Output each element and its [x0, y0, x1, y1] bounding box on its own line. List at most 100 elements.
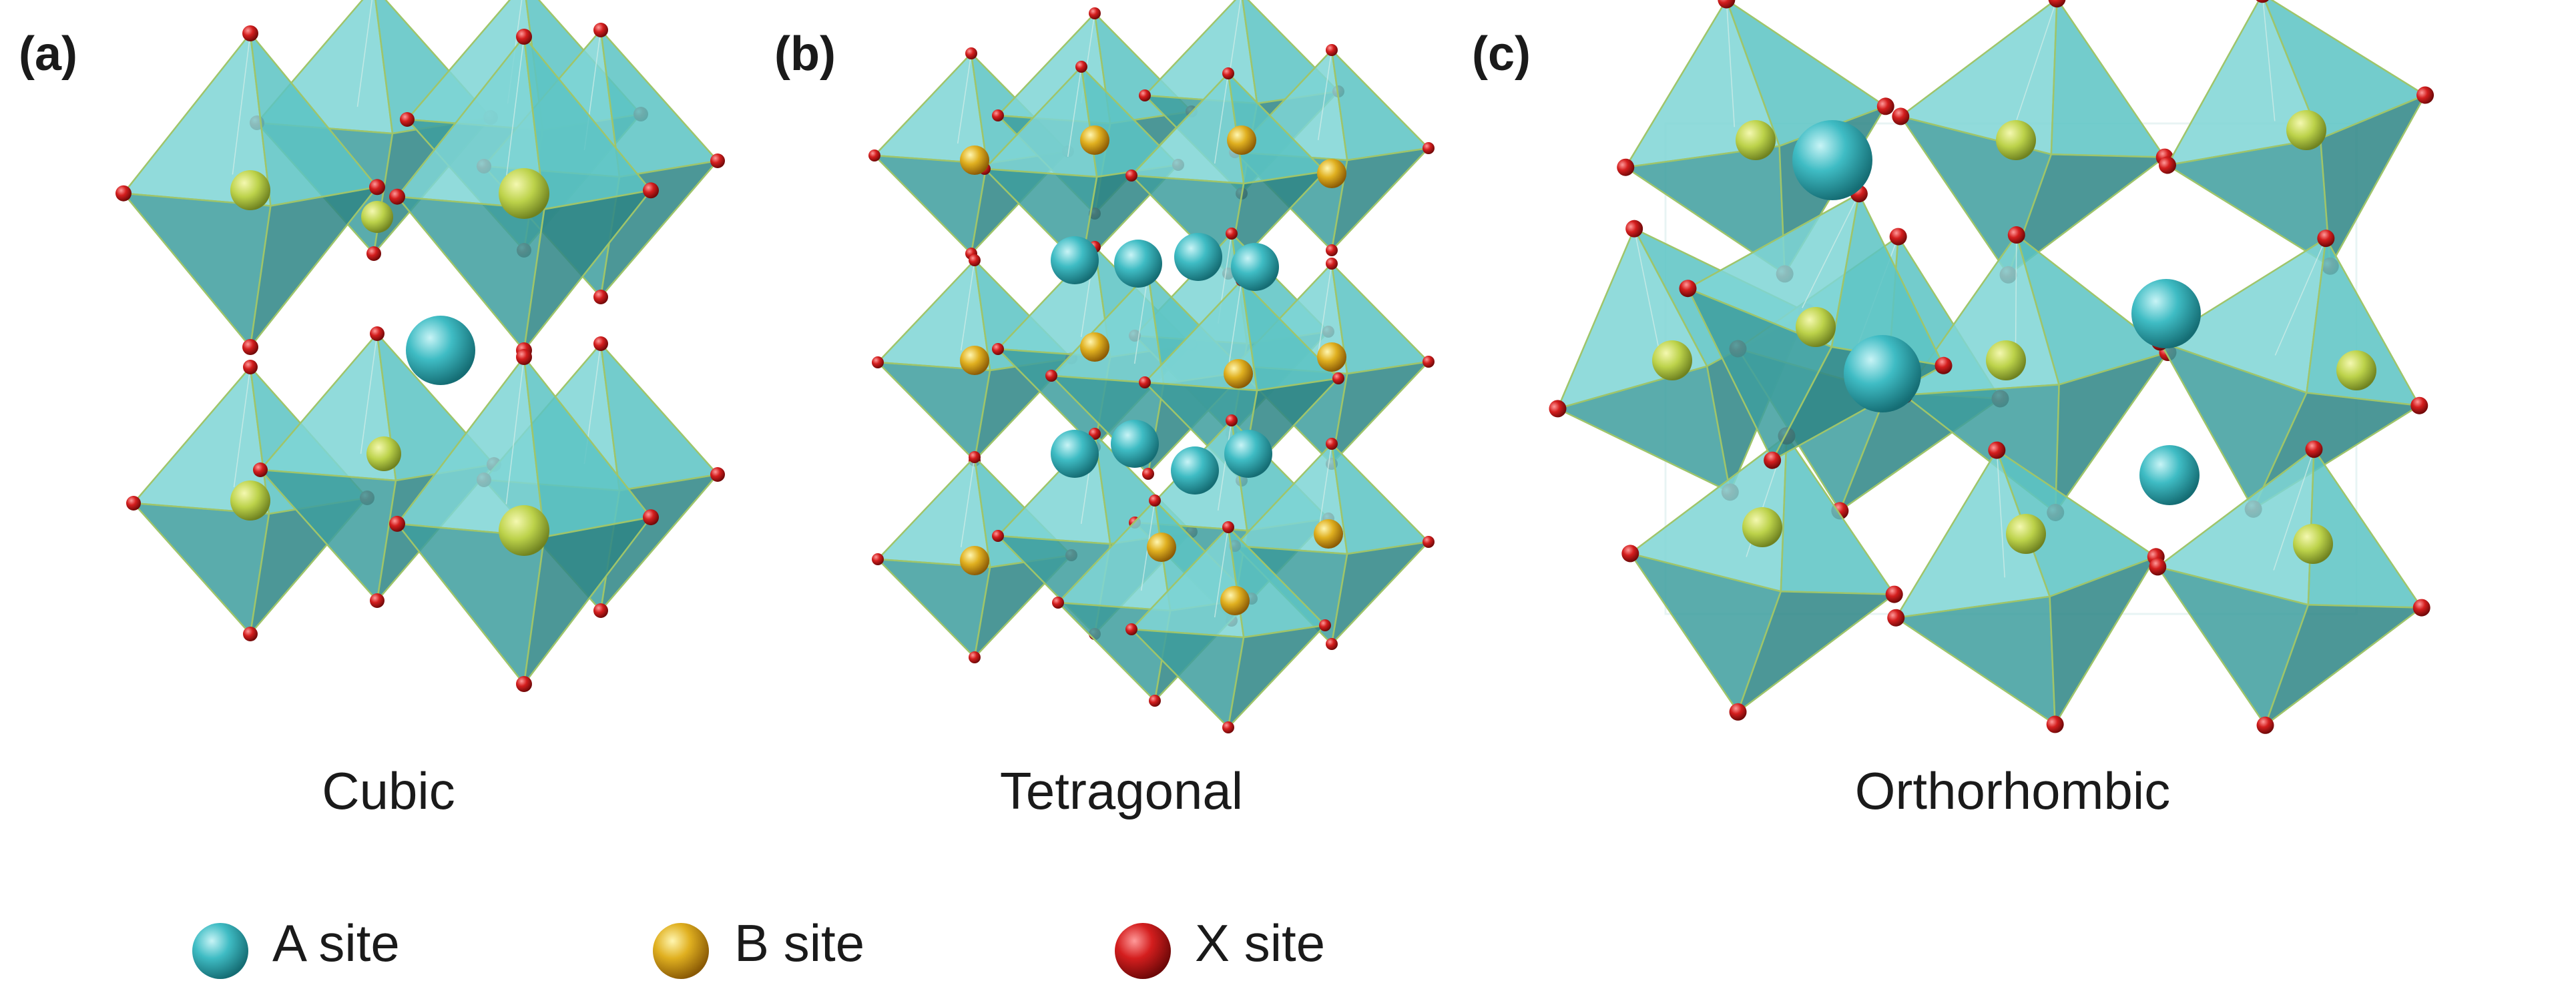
octahedron-face — [1736, 590, 1897, 715]
x-site-atom — [126, 496, 141, 511]
octahedron-face — [2049, 555, 2158, 727]
x-site-atom — [1139, 89, 1151, 101]
x-site-atom — [1149, 695, 1161, 707]
x-site-atom — [643, 182, 659, 199]
x-site-atom — [1326, 244, 1338, 256]
x-site-atom — [1621, 545, 1639, 563]
x-site-atom — [1326, 44, 1338, 56]
octahedron-face — [1330, 47, 1431, 161]
x-site-atom — [400, 112, 415, 127]
x-site-atom — [243, 360, 258, 374]
x-site-atom — [1125, 170, 1137, 182]
octahedron-face — [1330, 441, 1431, 555]
x-site-atom — [710, 153, 725, 168]
octahedron-edge — [2015, 235, 2017, 363]
octahedron-face — [523, 516, 653, 687]
b-site-atom — [2336, 350, 2376, 390]
x-site-atom — [1045, 370, 1057, 382]
x-site-atom — [389, 515, 405, 532]
x-site-atom — [992, 343, 1004, 355]
x-site-atom — [516, 29, 532, 45]
x-site-atom — [2412, 599, 2430, 617]
b-site-atom — [1742, 507, 1782, 547]
b-site-atom — [1227, 125, 1256, 155]
legend-label-b-site: B site — [734, 914, 865, 972]
x-site-atom — [1892, 107, 1910, 125]
x-site-atom — [965, 47, 977, 59]
b-site-atom — [1080, 332, 1109, 362]
x-site-atom — [1764, 451, 1782, 469]
a-site-atom — [1231, 243, 1279, 291]
b-site-atom — [2006, 514, 2046, 554]
a-site-atom — [1051, 430, 1099, 478]
x-site-atom — [1625, 220, 1643, 238]
x-site-atom — [1729, 703, 1747, 721]
x-site-atom — [1549, 400, 1567, 418]
b-site-atom — [960, 546, 989, 575]
octahedron-edge — [233, 366, 251, 488]
x-site-atom — [242, 25, 258, 41]
a-site-atom — [2131, 279, 2201, 348]
octahedron-edge — [960, 260, 975, 351]
b-site-atom — [1796, 307, 1836, 347]
octahedron-edge — [2016, 0, 2058, 120]
x-site-atom — [2416, 86, 2434, 104]
octahedron-face — [1227, 624, 1328, 730]
x-site-atom — [516, 676, 532, 692]
x-site-atom — [1222, 67, 1234, 79]
octahedron-edge — [1227, 280, 1242, 371]
x-site-atom — [1222, 521, 1234, 533]
octahedron-edge — [505, 356, 525, 505]
b-site-atom — [1220, 586, 1250, 615]
panel-label-b: (b) — [774, 27, 836, 81]
octahedron — [389, 349, 659, 692]
x-site-atom — [1142, 468, 1154, 480]
octahedron — [1621, 427, 1903, 721]
x-site-atom — [243, 627, 258, 641]
x-site-atom — [2410, 396, 2428, 414]
octahedron-edge — [360, 333, 378, 454]
x-site-atom — [1089, 7, 1101, 19]
octahedron-edge — [957, 53, 972, 144]
legend-a-site-sphere — [192, 923, 248, 979]
octahedron-face — [599, 341, 720, 492]
x-site-atom — [872, 553, 884, 565]
octahedron-edge — [1996, 450, 2005, 578]
a-site-atom — [1844, 335, 1921, 412]
x-site-atom — [1876, 97, 1894, 115]
x-site-atom — [369, 179, 385, 196]
x-site-atom — [1326, 438, 1338, 450]
x-site-atom — [868, 149, 880, 161]
x-site-atom — [992, 530, 1004, 542]
b-site-atom — [1996, 120, 2036, 160]
octahedron — [115, 25, 385, 355]
x-site-atom — [1319, 619, 1331, 631]
x-site-atom — [115, 185, 132, 202]
x-site-atom — [1139, 376, 1151, 388]
x-site-atom — [516, 349, 532, 365]
octahedron-edge — [1802, 193, 1860, 308]
x-site-atom — [872, 356, 884, 368]
caption-cubic: Cubic — [322, 761, 455, 820]
x-site-atom — [593, 336, 608, 351]
x-site-atom — [370, 326, 384, 341]
x-site-atom — [1885, 585, 1903, 603]
b-site-atom — [1317, 159, 1346, 188]
octahedron-edge — [1217, 420, 1232, 511]
x-site-atom — [2305, 440, 2323, 458]
octahedron-edge — [2273, 448, 2315, 571]
x-site-atom — [2317, 230, 2335, 248]
b-site-atom — [230, 170, 270, 210]
x-site-atom — [1679, 280, 1697, 298]
octahedron-edge — [1317, 263, 1332, 354]
octahedron-edge — [1317, 443, 1332, 535]
a-site-atom — [1174, 233, 1222, 281]
b-site-atom — [1080, 125, 1109, 155]
octahedron — [389, 29, 659, 358]
panel-label-c: (c) — [1472, 27, 1531, 81]
octahedron-edge — [960, 456, 975, 548]
b-site-atom — [960, 346, 989, 375]
b-site-atom — [2286, 110, 2326, 150]
x-site-atom — [1332, 372, 1344, 384]
x-site-atom — [969, 651, 981, 663]
